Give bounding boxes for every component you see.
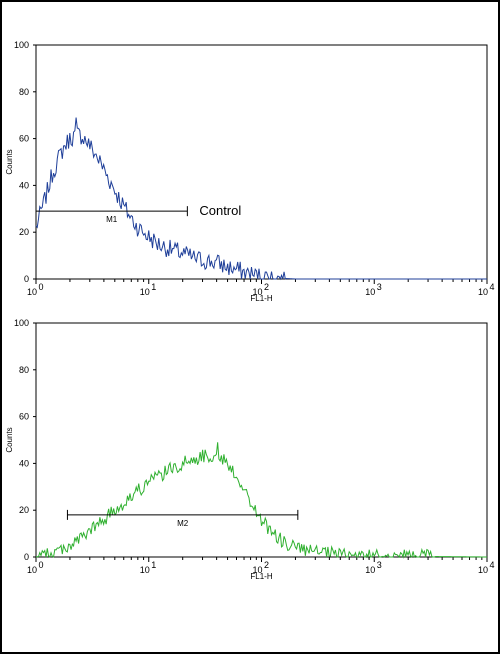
x-tick-exponent: 3	[377, 560, 382, 570]
x-tick-label: 10	[27, 287, 37, 297]
y-tick-label: 0	[24, 274, 29, 284]
x-tick-exponent: 1	[151, 560, 156, 570]
y-tick-label: 40	[19, 180, 29, 190]
histogram-trace-1	[35, 117, 487, 281]
y-axis-title: Counts	[5, 427, 14, 452]
y-tick-label: 80	[19, 365, 29, 375]
y-tick-label: 20	[19, 227, 29, 237]
x-tick-label: 10	[252, 565, 262, 575]
x-tick-label: 10	[365, 565, 375, 575]
x-tick-label: 10	[365, 287, 375, 297]
y-tick-label: 80	[19, 87, 29, 97]
x-axis-title: FL1-H	[250, 572, 272, 581]
y-tick-label: 60	[19, 134, 29, 144]
x-tick-label: 10	[27, 565, 37, 575]
x-tick-exponent: 1	[151, 282, 156, 292]
y-tick-label: 20	[19, 505, 29, 515]
x-tick-exponent: 0	[38, 282, 43, 292]
histogram-trace-2	[35, 442, 488, 559]
x-tick-label: 10	[140, 287, 150, 297]
gate-marker-label: M1	[106, 215, 118, 224]
x-tick-exponent: 2	[264, 560, 269, 570]
y-axis-title: Counts	[5, 149, 14, 174]
x-tick-label: 10	[140, 565, 150, 575]
x-tick-exponent: 3	[377, 282, 382, 292]
y-tick-label: 40	[19, 458, 29, 468]
x-tick-exponent: 0	[38, 560, 43, 570]
x-tick-exponent: 4	[489, 282, 494, 292]
gate-marker-label: M2	[177, 519, 189, 528]
x-tick-exponent: 2	[264, 282, 269, 292]
y-tick-label: 0	[24, 552, 29, 562]
x-tick-label: 10	[252, 287, 262, 297]
x-axis-title: FL1-H	[250, 294, 272, 303]
plot-area-1	[35, 44, 488, 280]
y-tick-label: 100	[14, 40, 29, 50]
y-tick-label: 60	[19, 412, 29, 422]
x-tick-label: 10	[478, 565, 488, 575]
control-annotation: Control	[199, 203, 241, 218]
y-tick-label: 100	[14, 318, 29, 328]
x-tick-label: 10	[478, 287, 488, 297]
x-tick-exponent: 4	[489, 560, 494, 570]
